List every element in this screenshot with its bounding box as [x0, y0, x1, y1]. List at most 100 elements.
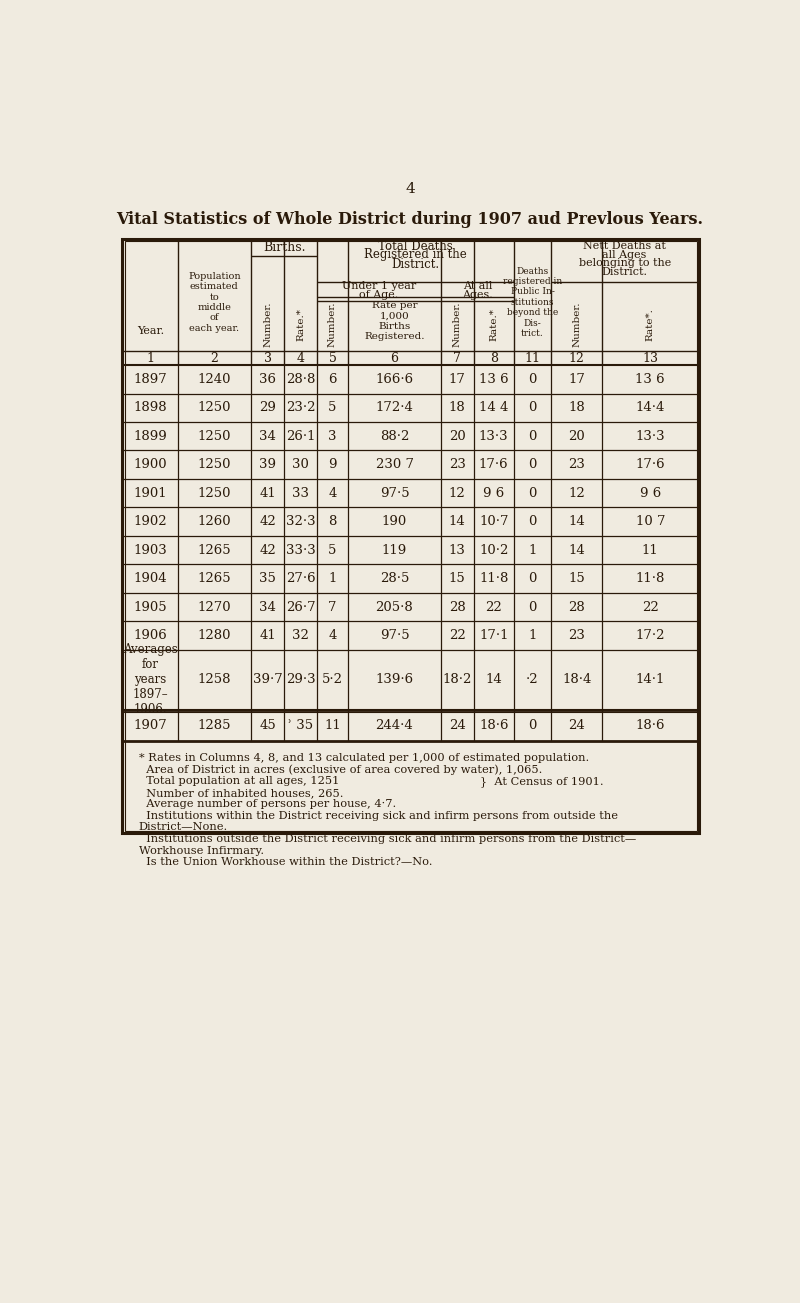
Text: 7: 7 — [328, 601, 337, 614]
Text: District—None.: District—None. — [138, 822, 228, 833]
Text: 8: 8 — [490, 352, 498, 365]
Text: 11: 11 — [525, 352, 541, 365]
Text: Nett Deaths at: Nett Deaths at — [583, 241, 666, 251]
Text: 23: 23 — [568, 629, 585, 642]
Text: 1250: 1250 — [198, 459, 231, 472]
Text: 1902: 1902 — [134, 515, 167, 528]
Text: 33: 33 — [292, 487, 310, 500]
Text: 1: 1 — [146, 352, 154, 365]
Text: 36: 36 — [259, 373, 276, 386]
Text: 14: 14 — [568, 515, 585, 528]
Text: 14·1: 14·1 — [635, 674, 665, 687]
Text: 0: 0 — [528, 601, 537, 614]
Text: 13 6: 13 6 — [479, 373, 509, 386]
Text: }  At Census of 1901.: } At Census of 1901. — [480, 777, 603, 787]
Text: Rate.*: Rate.* — [296, 308, 306, 340]
Text: 15: 15 — [568, 572, 585, 585]
Text: 14·4: 14·4 — [635, 401, 665, 414]
Text: 23: 23 — [449, 459, 466, 472]
Text: Year.: Year. — [137, 326, 164, 336]
Text: 9: 9 — [328, 459, 337, 472]
Text: 6: 6 — [328, 373, 337, 386]
Text: 1: 1 — [528, 543, 537, 556]
Text: 41: 41 — [259, 629, 276, 642]
Text: Under 1 year: Under 1 year — [342, 280, 416, 291]
Text: 22: 22 — [642, 601, 658, 614]
Bar — [125, 241, 697, 831]
Text: Population
estimated
to
middle
of
each year.: Population estimated to middle of each y… — [188, 272, 241, 332]
Text: District.: District. — [391, 258, 439, 271]
Text: 97·5: 97·5 — [380, 629, 410, 642]
Text: 97·5: 97·5 — [380, 487, 410, 500]
Text: 28: 28 — [449, 601, 466, 614]
Text: 28·5: 28·5 — [380, 572, 409, 585]
Text: Number.: Number. — [453, 301, 462, 347]
Text: 14 4: 14 4 — [479, 401, 508, 414]
Text: 1901: 1901 — [134, 487, 167, 500]
Text: 1899: 1899 — [134, 430, 167, 443]
Text: 18·4: 18·4 — [562, 674, 591, 687]
Text: 13·3: 13·3 — [635, 430, 665, 443]
Text: 11·8: 11·8 — [479, 572, 508, 585]
Text: 5: 5 — [328, 543, 337, 556]
Text: 0: 0 — [528, 459, 537, 472]
Text: all Ages: all Ages — [602, 250, 647, 259]
Text: 13: 13 — [642, 352, 658, 365]
Text: 39·7: 39·7 — [253, 674, 282, 687]
Text: 17·6: 17·6 — [479, 459, 509, 472]
Text: Ages.: Ages. — [462, 291, 493, 300]
Text: 24: 24 — [449, 719, 466, 732]
Text: 1265: 1265 — [198, 543, 231, 556]
Text: 0: 0 — [528, 401, 537, 414]
Text: 1240: 1240 — [198, 373, 231, 386]
Text: 1900: 1900 — [134, 459, 167, 472]
Text: 4: 4 — [297, 352, 305, 365]
Text: 17·1: 17·1 — [479, 629, 509, 642]
Text: 24: 24 — [568, 719, 585, 732]
Text: 30: 30 — [292, 459, 309, 472]
Text: Registered in the: Registered in the — [364, 249, 467, 262]
Text: Is the Union Workhouse within the District?—No.: Is the Union Workhouse within the Distri… — [138, 857, 432, 866]
Text: 7: 7 — [454, 352, 462, 365]
Text: Rate*.: Rate*. — [646, 308, 654, 340]
Text: ʾ 35: ʾ 35 — [288, 719, 314, 732]
Text: Number.: Number. — [572, 301, 581, 347]
Text: 1: 1 — [528, 629, 537, 642]
Text: 33·3: 33·3 — [286, 543, 315, 556]
Text: ·2: ·2 — [526, 674, 538, 687]
Text: Area of District in acres (exclusive of area covered by water), 1,065.: Area of District in acres (exclusive of … — [138, 765, 542, 775]
Text: Institutions outside the District receiving sick and infirm persons from the Dis: Institutions outside the District receiv… — [138, 834, 636, 844]
Text: 29·3: 29·3 — [286, 674, 315, 687]
Text: 17: 17 — [449, 373, 466, 386]
Text: 17·6: 17·6 — [635, 459, 665, 472]
Text: Number.: Number. — [328, 301, 337, 347]
Text: 13·3: 13·3 — [479, 430, 509, 443]
Text: 5·2: 5·2 — [322, 674, 343, 687]
Text: 119: 119 — [382, 543, 407, 556]
Text: 8: 8 — [328, 515, 337, 528]
Text: 14: 14 — [486, 674, 502, 687]
Text: Rate.*: Rate.* — [490, 308, 498, 340]
Text: 20: 20 — [449, 430, 466, 443]
Text: 166·6: 166·6 — [375, 373, 414, 386]
Text: 0: 0 — [528, 719, 537, 732]
Text: Number.: Number. — [263, 301, 272, 347]
Text: 4: 4 — [328, 629, 337, 642]
Text: 230 7: 230 7 — [375, 459, 414, 472]
Text: 1904: 1904 — [134, 572, 167, 585]
Text: 2: 2 — [210, 352, 218, 365]
Text: 34: 34 — [259, 601, 276, 614]
Text: 139·6: 139·6 — [375, 674, 414, 687]
Text: 32: 32 — [292, 629, 309, 642]
Text: 12: 12 — [569, 352, 585, 365]
Text: Averages
for
years
1897–
1906.: Averages for years 1897– 1906. — [123, 644, 178, 717]
Text: 10·7: 10·7 — [479, 515, 509, 528]
Text: 5: 5 — [329, 352, 337, 365]
Text: 0: 0 — [528, 430, 537, 443]
Text: 1906: 1906 — [134, 629, 167, 642]
Text: 0: 0 — [528, 515, 537, 528]
Text: 172·4: 172·4 — [375, 401, 414, 414]
Text: 11: 11 — [642, 543, 658, 556]
Text: 1285: 1285 — [198, 719, 231, 732]
Text: 17·2: 17·2 — [635, 629, 665, 642]
